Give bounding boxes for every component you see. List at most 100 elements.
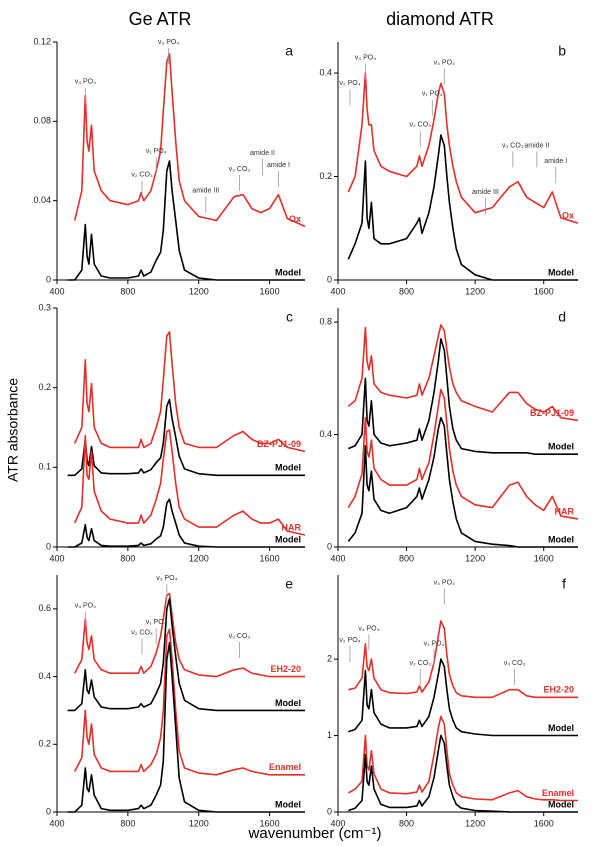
- x-tick-label: 1200: [189, 818, 209, 828]
- spectrum-line: [347, 324, 579, 422]
- y-tick-label: 0: [46, 806, 51, 816]
- spectrum-line: [73, 429, 306, 536]
- spectrum-line: [347, 388, 579, 520]
- series-label: Ox: [289, 214, 301, 224]
- x-tick-label: 1600: [260, 818, 280, 828]
- peak-label: ν₃ CO₃: [504, 660, 526, 667]
- peak-label: ν₃ CO₃: [229, 633, 251, 640]
- series-label: HAR: [282, 522, 302, 532]
- y-tick-label: 0: [46, 541, 51, 551]
- y-tick-label: 0: [327, 806, 332, 816]
- peak-label: ν₃ PO₄: [434, 579, 455, 586]
- x-tick-label: 1600: [260, 286, 280, 296]
- peak-label: ν₃ PO₄: [158, 39, 179, 46]
- spectrum-line: [347, 72, 579, 224]
- peak-label: ν₁ PO₄: [146, 619, 167, 626]
- peak-label: amide III: [192, 188, 219, 195]
- panel-letter: b: [558, 43, 566, 59]
- peak-label: ν₁ PO₄: [422, 91, 443, 98]
- series-label: Model: [548, 799, 574, 809]
- peak-label: ν₁ PO₄: [424, 641, 445, 648]
- x-tick-label: 800: [120, 286, 135, 296]
- peak-label: ν₂ PO₄: [339, 637, 360, 644]
- peak-label: ν₃ PO₄: [156, 575, 177, 582]
- x-tick-label: 1200: [189, 553, 209, 563]
- x-tick-label: 1200: [189, 286, 209, 296]
- x-tick-label: 1200: [465, 286, 485, 296]
- y-tick-label: 0.4: [319, 67, 332, 77]
- peak-label: amide II: [524, 142, 549, 149]
- y-tick-label: 0: [327, 541, 332, 551]
- peak-label: amide III: [472, 189, 499, 196]
- y-tick-label: 0: [46, 274, 51, 284]
- x-tick-label: 400: [49, 553, 64, 563]
- spectrum-line: [348, 734, 578, 813]
- series-label: Model: [548, 723, 574, 733]
- y-tick-label: 2: [327, 653, 332, 663]
- series-label: Model: [548, 534, 574, 544]
- peak-label: ν₄ PO₄: [355, 54, 376, 61]
- spectrum-line: [67, 498, 305, 548]
- spectrum-line: [347, 134, 578, 281]
- spectrum-line: [67, 160, 305, 281]
- x-tick-label: 1200: [465, 818, 485, 828]
- panel-letter: c: [286, 309, 293, 325]
- series-label: EH2-20: [543, 685, 574, 695]
- series-label: Enamel: [542, 788, 574, 798]
- column-title: diamond ATR: [386, 9, 494, 29]
- y-tick-label: 1: [327, 730, 332, 740]
- series-label: Model: [275, 799, 301, 809]
- x-tick-label: 1600: [534, 818, 554, 828]
- y-tick-label: 0.1: [38, 462, 51, 472]
- series-label: BZ-PJ1-09: [257, 439, 301, 449]
- y-axis-label: ATR absorbance: [5, 378, 21, 482]
- series-label: Model: [275, 698, 301, 708]
- spectrum-line: [73, 592, 305, 678]
- peak-label: amide II: [250, 150, 275, 157]
- y-tick-label: 0.08: [33, 116, 51, 126]
- series-label: Model: [548, 267, 574, 277]
- x-tick-label: 1600: [534, 553, 554, 563]
- peak-label: ν₄ PO₄: [75, 602, 96, 609]
- y-tick-label: 0.3: [38, 302, 51, 312]
- peak-label: ν₁ PO₄: [146, 148, 167, 155]
- series-label: Model: [275, 463, 301, 473]
- x-tick-label: 400: [330, 553, 345, 563]
- spectrum-line: [67, 398, 305, 477]
- y-tick-label: 0.2: [38, 382, 51, 392]
- x-tick-label: 800: [120, 818, 135, 828]
- spectrum-line: [73, 628, 305, 776]
- series-label: Model: [548, 442, 574, 452]
- panel-letter: f: [562, 576, 566, 592]
- column-title: Ge ATR: [129, 9, 192, 29]
- x-tick-label: 1200: [465, 553, 485, 563]
- y-tick-label: 0.8: [319, 316, 332, 326]
- panel-letter: a: [285, 43, 293, 59]
- panel-letter: d: [558, 309, 566, 325]
- x-tick-label: 800: [399, 553, 414, 563]
- x-tick-label: 1600: [260, 553, 280, 563]
- x-tick-label: 400: [49, 818, 64, 828]
- series-label: Model: [275, 534, 301, 544]
- y-tick-label: 0.6: [38, 603, 51, 613]
- x-tick-label: 400: [49, 286, 64, 296]
- spectrum-line: [67, 641, 305, 813]
- spectrum-line: [348, 620, 578, 699]
- x-tick-label: 400: [330, 818, 345, 828]
- x-tick-label: 400: [330, 286, 345, 296]
- peak-label: ν₃ CO₃: [502, 142, 524, 149]
- y-tick-label: 0.4: [38, 671, 51, 681]
- spectrum-line: [67, 597, 305, 712]
- panel-letter: e: [285, 576, 293, 592]
- spectrum-line: [73, 53, 306, 228]
- peak-label: ν₄ PO₄: [358, 625, 379, 632]
- y-tick-label: 0.04: [33, 195, 51, 205]
- peak-label: ν₂ CO₃: [131, 629, 153, 636]
- spectrum-line: [73, 331, 306, 453]
- peak-label: ν₂ PO₄: [339, 80, 360, 87]
- peak-label: amide I: [267, 162, 290, 169]
- x-tick-label: 800: [120, 553, 135, 563]
- y-tick-label: 0.2: [319, 171, 332, 181]
- peak-label: ν₂ CO₃: [410, 122, 432, 129]
